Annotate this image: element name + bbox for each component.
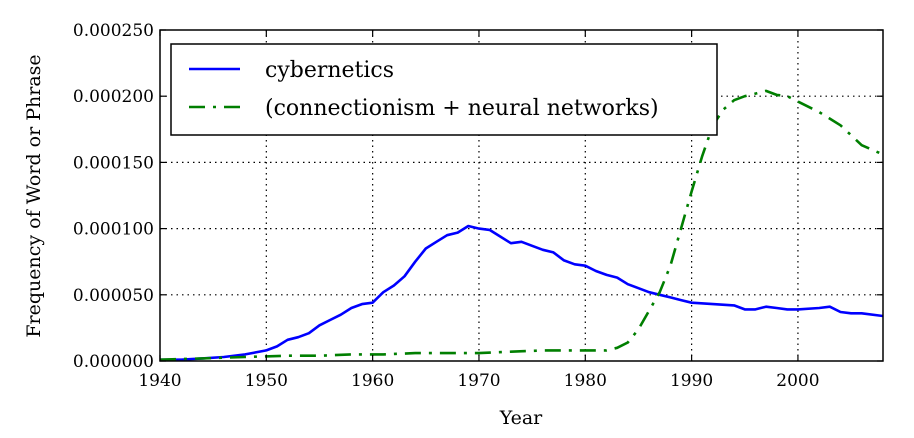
x-tick-label: 2000 xyxy=(776,371,819,391)
series-lines xyxy=(160,89,883,361)
x-tick-label: 1940 xyxy=(138,371,181,391)
x-tick-label: 1960 xyxy=(351,371,394,391)
legend-box xyxy=(170,43,718,136)
y-tick-label: 0.000000 xyxy=(73,352,154,372)
legend: cybernetics (connectionism + neural netw… xyxy=(170,43,718,136)
y-tick-labels: 0.000000 0.000050 0.000100 0.000150 0.000200… xyxy=(73,21,154,372)
y-tick-label: 0.000050 xyxy=(73,286,154,306)
x-tick-label: 1990 xyxy=(670,371,713,391)
legend-label-neural-networks: (connectionism + neural networks) xyxy=(265,96,659,121)
x-tick-label: 1950 xyxy=(245,371,288,391)
series-line-cybernetics xyxy=(160,224,883,361)
y-tick-label: 0.000100 xyxy=(73,220,154,240)
legend-label-cybernetics: cybernetics xyxy=(265,58,394,83)
y-tick-label: 0.000250 xyxy=(73,21,154,41)
plot-frame xyxy=(159,29,884,362)
y-axis-title: Frequency of Word or Phrase xyxy=(23,54,45,337)
series-line-neural-networks xyxy=(160,89,883,361)
y-tick-label: 0.000200 xyxy=(73,87,154,107)
x-tick-labels: 1940 1950 1960 1970 1980 1990 2000 xyxy=(138,371,819,391)
y-tick-label: 0.000150 xyxy=(73,153,154,173)
x-axis-title: Year xyxy=(499,407,543,429)
tick-marks xyxy=(159,29,883,362)
x-tick-label: 1980 xyxy=(564,371,607,391)
x-tick-label: 1970 xyxy=(457,371,500,391)
